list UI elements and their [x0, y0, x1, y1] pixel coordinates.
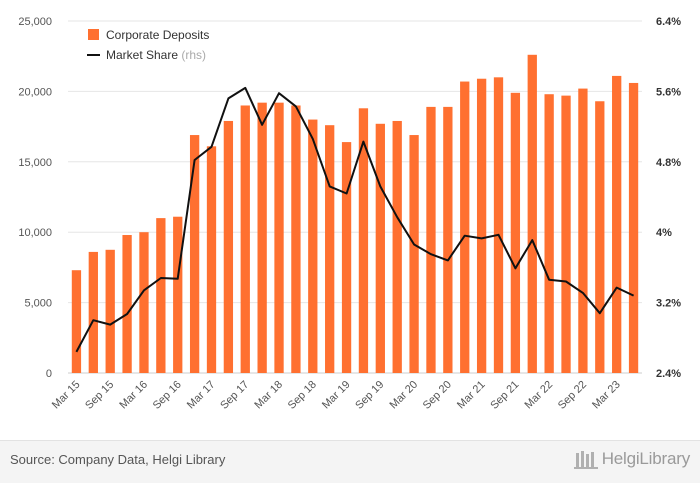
deposit-bar: [88, 251, 98, 373]
x-tick-label: Sep 19: [353, 379, 386, 412]
deposit-bar: [308, 119, 318, 373]
x-tick-label: Mar 22: [523, 379, 556, 412]
deposits-bars: [71, 54, 639, 374]
deposit-bar: [156, 218, 166, 373]
legend-bar-swatch: [88, 29, 99, 40]
deposit-bar: [341, 142, 352, 373]
x-tick-label: Mar 19: [320, 379, 353, 412]
y-axis-left: 0 5,000 10,000 15,000 20,000 25,000: [18, 16, 52, 380]
deposit-bar: [544, 94, 554, 373]
deposit-bar: [122, 235, 132, 373]
x-tick-label: Sep 17: [218, 379, 251, 412]
y-right-tick-label: 6.4%: [656, 16, 681, 28]
deposit-bar: [510, 92, 521, 374]
y-right-tick-label: 2.4%: [656, 368, 681, 380]
legend: Corporate Deposits Market Share (rhs): [87, 28, 209, 62]
y-left-tick-label: 5,000: [24, 298, 52, 310]
y-right-tick-label: 3.2%: [656, 298, 681, 310]
deposit-bar: [527, 54, 537, 374]
x-tick-label: Mar 23: [590, 379, 623, 412]
library-logo-icon: [573, 451, 598, 469]
x-axis: Mar 15 Sep 15 Mar 16 Sep 16 Mar 17 Sep 17 Mar …: [50, 379, 623, 412]
deposit-bar: [257, 102, 267, 373]
y-left-tick-label: 15,000: [18, 157, 52, 169]
x-tick-label: Mar 15: [50, 379, 83, 412]
y-right-tick-label: 4%: [656, 227, 672, 239]
deposit-bar: [173, 216, 183, 373]
x-tick-label: Sep 16: [151, 379, 184, 412]
y-right-tick-label: 4.8%: [656, 157, 681, 169]
brand[interactable]: HelgiLibrary: [573, 449, 691, 469]
y-right-tick-label: 5.6%: [656, 86, 681, 98]
brand-name: HelgiLibrary: [601, 449, 691, 468]
deposit-bar: [426, 106, 436, 373]
deposit-bar: [189, 135, 200, 373]
x-tick-label: Mar 21: [455, 379, 488, 412]
deposit-bar: [493, 77, 504, 373]
legend-label-market-share: Market Share (rhs): [106, 48, 206, 62]
x-tick-label: Sep 20: [421, 379, 454, 412]
deposit-bar: [409, 135, 419, 373]
deposit-bar: [105, 249, 115, 373]
y-left-tick-label: 25,000: [18, 16, 52, 28]
y-left-tick-label: 0: [46, 368, 52, 380]
deposit-bar: [206, 146, 217, 373]
deposit-bar: [274, 102, 284, 373]
deposit-bar: [443, 106, 453, 373]
deposit-bar: [223, 120, 234, 373]
deposit-bar: [375, 123, 385, 373]
deposit-bar: [71, 270, 82, 373]
deposit-bar: [392, 120, 402, 373]
chart: 0 5,000 10,000 15,000 20,000 25,000 2.4% 3.2% 4…: [18, 16, 681, 412]
deposit-bar: [139, 232, 149, 373]
x-tick-label: Mar 17: [185, 379, 218, 412]
deposit-bar: [561, 95, 571, 374]
deposit-bar: [595, 101, 605, 374]
y-left-tick-label: 10,000: [18, 227, 52, 239]
x-tick-label: Mar 20: [388, 379, 421, 412]
legend-label-deposits: Corporate Deposits: [106, 28, 209, 42]
deposit-bar: [240, 105, 250, 373]
deposit-bar: [460, 81, 470, 373]
x-tick-label: Sep 18: [286, 379, 319, 412]
deposit-bar: [358, 108, 369, 374]
deposit-bar: [578, 88, 588, 374]
legend-rhs-suffix: (rhs): [181, 48, 206, 62]
deposit-bar: [628, 82, 639, 374]
x-tick-label: Sep 22: [556, 379, 589, 412]
x-tick-label: Sep 21: [488, 379, 521, 412]
x-tick-label: Sep 15: [83, 379, 116, 412]
y-left-tick-label: 20,000: [18, 86, 52, 98]
market-share-line: [75, 86, 635, 353]
footer: Source: Company Data, Helgi Library Helg…: [0, 440, 700, 483]
deposit-bar: [325, 125, 335, 373]
gridlines: [68, 20, 642, 374]
y-axis-right: 2.4% 3.2% 4% 4.8% 5.6% 6.4%: [656, 16, 681, 380]
deposit-bar: [476, 78, 487, 373]
x-tick-label: Mar 16: [117, 379, 150, 412]
deposit-bar: [612, 75, 622, 374]
source-text: Source: Company Data, Helgi Library: [10, 452, 226, 467]
market-share-polyline: [75, 86, 635, 353]
x-tick-label: Mar 18: [252, 379, 285, 412]
deposit-bar: [291, 105, 301, 373]
